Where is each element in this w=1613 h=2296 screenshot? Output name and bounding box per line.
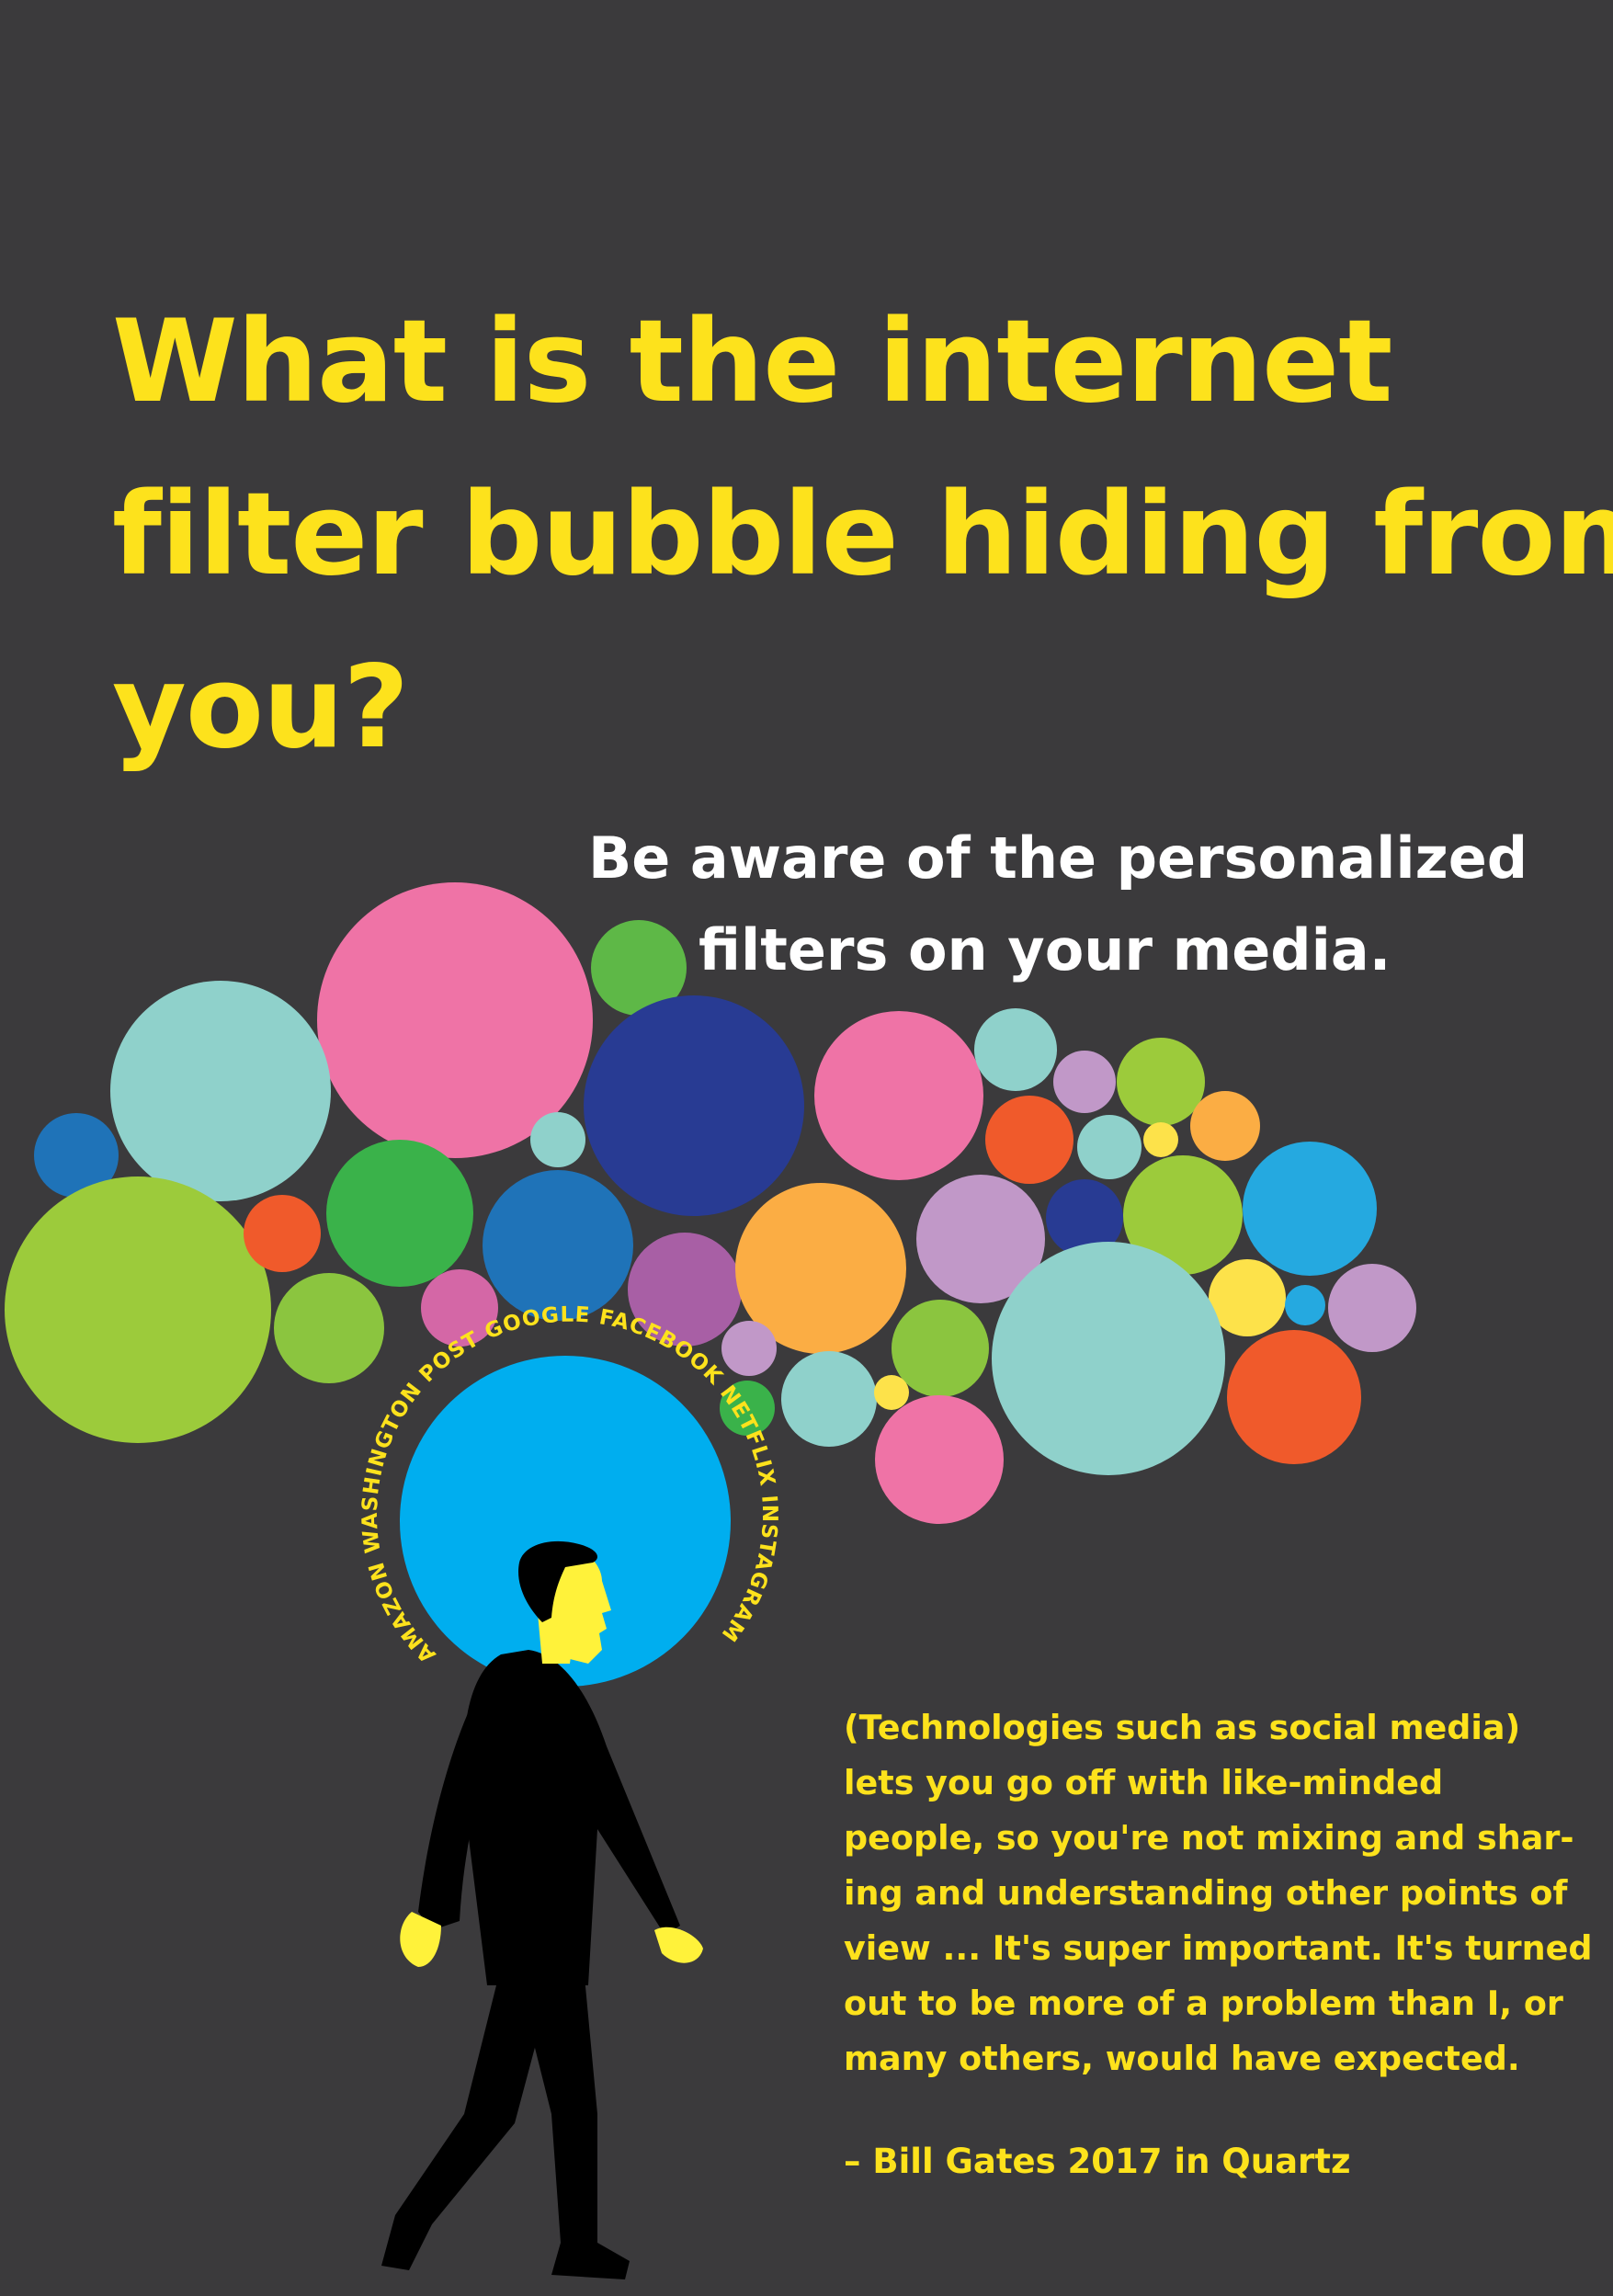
bubble: [1053, 1051, 1116, 1113]
quote-line: people, so you're not mixing and shar-: [844, 1818, 1574, 1858]
bubble: [814, 1011, 983, 1180]
walking-man-figure: [381, 1540, 703, 2279]
quote-line: (Technologies such as social media): [844, 1708, 1521, 1747]
bubble: [1285, 1285, 1325, 1325]
bubble: [735, 1183, 906, 1354]
subhead-line: Be aware of the personalized: [588, 824, 1528, 892]
bubble: [1227, 1330, 1361, 1464]
quote-line: out to be more of a problem than I, or: [844, 1983, 1563, 2023]
bubble: [916, 1175, 1045, 1303]
headline-line: you?: [112, 642, 409, 774]
headline-line: filter bubble hiding from: [112, 469, 1613, 601]
bubble: [874, 1375, 909, 1410]
bubble: [1190, 1091, 1260, 1161]
bubble: [530, 1112, 585, 1167]
headline-line: What is the internet: [112, 296, 1392, 428]
bubble: [1077, 1115, 1142, 1179]
bubble: [244, 1195, 321, 1272]
bubble-cloud: [5, 882, 1416, 1524]
quote-attribution: – Bill Gates 2017 in Quartz: [844, 2142, 1351, 2181]
hair: [518, 1540, 597, 1622]
quote-text: (Technologies such as social media) lets…: [844, 1700, 1593, 2086]
bubble: [721, 1321, 777, 1376]
bubble: [1143, 1122, 1178, 1157]
bubble: [1123, 1155, 1243, 1275]
front-hand: [654, 1927, 703, 1963]
bubble: [274, 1273, 384, 1383]
bubble: [34, 1113, 119, 1198]
bubble: [483, 1170, 633, 1321]
bubble: [110, 981, 331, 1201]
bubble: [1046, 1179, 1123, 1256]
quote-line: many others, would have expected.: [844, 2039, 1520, 2078]
subhead: Be aware of the personalized filters on …: [588, 813, 1544, 996]
headline: What is the internet filter bubble hidin…: [112, 276, 1613, 794]
bubble: [892, 1300, 989, 1397]
bubble: [781, 1351, 877, 1447]
bubble: [1243, 1142, 1377, 1276]
bubble: [421, 1269, 498, 1347]
filter-bubble-halo: [400, 1356, 731, 1687]
subhead-line: filters on your media.: [699, 916, 1391, 983]
bubble: [326, 1140, 473, 1287]
bubble: [1117, 1038, 1205, 1126]
bubble: [1328, 1264, 1416, 1352]
back-hand: [400, 1912, 441, 1967]
quote-line: view ... It's super important. It's turn…: [844, 1928, 1593, 1968]
bubble: [628, 1233, 742, 1347]
bubble: [584, 995, 804, 1216]
bubble: [992, 1242, 1225, 1475]
bubble: [317, 882, 593, 1158]
bubble: [591, 920, 687, 1016]
quote-line: ing and understanding other points of: [844, 1873, 1568, 1913]
bubble: [985, 1096, 1073, 1184]
bubble: [974, 1008, 1057, 1091]
bubble: [5, 1176, 271, 1443]
bubble: [1209, 1259, 1286, 1336]
quote-line: lets you go off with like-minded: [844, 1763, 1444, 1802]
bubble: [875, 1395, 1004, 1524]
bubble: [720, 1381, 775, 1436]
